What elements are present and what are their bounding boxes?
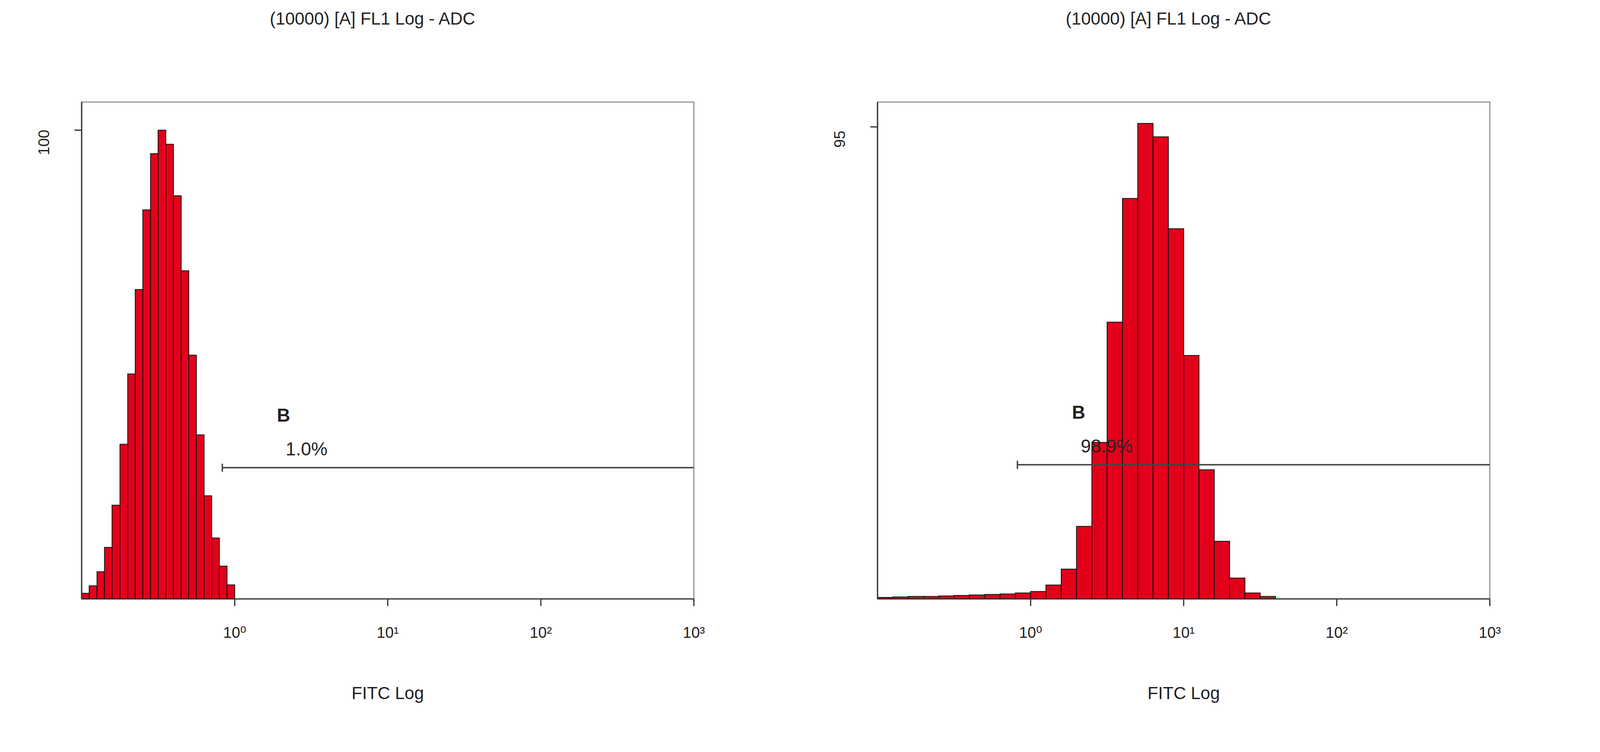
y-tick-label: 100	[35, 129, 53, 155]
histogram-bar	[89, 585, 98, 600]
gate-percent: 1.0%	[285, 438, 328, 460]
histogram-bar	[1245, 592, 1261, 599]
y-tick	[74, 129, 82, 131]
histogram-bar	[120, 444, 128, 599]
histogram-bar	[112, 505, 120, 600]
histogram-bar	[1214, 541, 1230, 599]
bars	[877, 123, 1276, 599]
x-tick	[234, 599, 236, 607]
histogram-bar	[204, 495, 212, 600]
bars	[81, 130, 235, 599]
x-tick-label: 10⁰	[1019, 624, 1043, 642]
gate-percent: 98.9%	[1080, 435, 1133, 457]
histogram-bar	[188, 355, 197, 600]
histogram-bar	[1015, 592, 1031, 599]
x-tick-label: 10¹	[376, 624, 399, 642]
x-tick	[1336, 599, 1338, 607]
figure: (10000) [A] FL1 Log - ADC 10⁰ 10¹ 10² 10³ 100…	[0, 0, 1600, 752]
x-tick	[1182, 599, 1185, 607]
histogram-bar	[227, 585, 235, 600]
y-tick	[870, 126, 878, 128]
histogram-bar	[1107, 322, 1123, 599]
histogram-bar	[1045, 585, 1062, 599]
x-tick-label: 10⁰	[222, 624, 247, 642]
histogram-bar	[1199, 470, 1215, 600]
gate-group	[222, 463, 695, 473]
x-tick	[1030, 599, 1032, 607]
gate-end	[221, 463, 223, 473]
x-tick	[1489, 599, 1491, 607]
x-tick-label: 10³	[1478, 624, 1501, 642]
histogram-bar	[135, 289, 143, 600]
x-tick	[693, 599, 695, 607]
y-axis	[80, 102, 83, 600]
histogram-bar	[181, 270, 189, 600]
x-tick-label: 10²	[1325, 624, 1348, 642]
gate-line	[1017, 464, 1490, 466]
histogram-bar	[1122, 198, 1138, 599]
title: (10000) [A] FL1 Log - ADC	[1065, 8, 1272, 29]
histogram-bar	[1076, 526, 1093, 599]
histogram-bar	[97, 571, 105, 599]
panel: (10000) [A] FL1 Log - ADC 10⁰ 10¹ 10² 10³ 100…	[35, 8, 705, 703]
x-tick	[387, 599, 389, 607]
histogram-bar	[1152, 136, 1169, 599]
histogram-bar	[196, 435, 204, 600]
gate-group	[1017, 460, 1490, 470]
title: (10000) [A] FL1 Log - ADC	[269, 8, 475, 29]
histogram-bar	[1183, 355, 1200, 599]
gate-name: B	[1072, 402, 1086, 423]
histogram-bar	[81, 593, 90, 600]
histogram-bar	[1137, 123, 1154, 599]
histogram-bar	[1091, 442, 1108, 600]
histogram-bar	[1000, 594, 1016, 600]
histogram-bar	[173, 195, 182, 600]
histogram-bar	[1061, 569, 1077, 600]
histogram-bar	[127, 374, 136, 600]
histogram-bar	[219, 566, 227, 600]
x-tick	[540, 599, 542, 607]
histogram-bar	[142, 210, 151, 600]
y-tick-label: 95	[831, 130, 849, 148]
x-axis-label: FITC Log	[1147, 683, 1220, 703]
y-axis	[877, 102, 879, 600]
x-tick-label: 10³	[682, 624, 705, 642]
histogram-bar	[1168, 228, 1184, 600]
histogram-bar	[150, 153, 158, 600]
histogram-bar	[157, 130, 166, 599]
x-tick-label: 10¹	[1172, 624, 1195, 642]
histogram-bar	[1030, 591, 1046, 600]
histogram-bar	[1229, 578, 1245, 600]
plot-frame	[81, 102, 694, 600]
histogram-bar	[165, 144, 174, 599]
histogram-bar	[984, 594, 1000, 600]
histogram-bar	[211, 537, 220, 599]
gate-end	[1016, 460, 1018, 470]
x-axis-label: FITC Log	[351, 683, 425, 703]
gate-name: B	[277, 405, 291, 426]
histogram-bar	[104, 547, 113, 600]
panel: (10000) [A] FL1 Log - ADC 10⁰ 10¹ 10² 10³ 95 F…	[831, 8, 1501, 703]
plot-frame	[877, 102, 1490, 600]
gate-line	[222, 467, 695, 469]
x-tick-label: 10²	[529, 624, 552, 642]
